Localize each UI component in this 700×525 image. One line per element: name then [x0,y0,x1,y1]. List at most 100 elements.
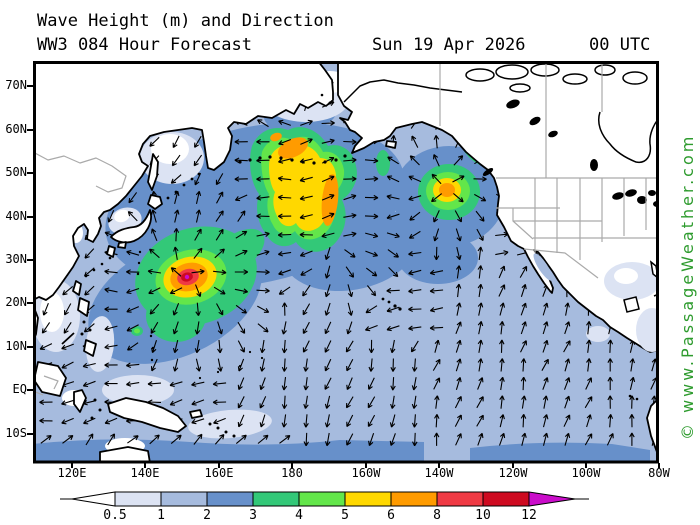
lat-label: 70N [5,78,27,92]
land-north-america [337,63,657,353]
land-new-britain [189,409,203,419]
marginal-sea-region [533,253,553,281]
scale-value-label: 3 [249,508,257,523]
political-borders [35,63,657,396]
land-taiwan [72,280,82,296]
land-honshu [110,209,152,244]
lon-label: 80W [648,466,670,480]
wave-height-region [586,326,610,342]
lat-label: 10S [5,426,27,440]
scale-value-label: 12 [521,508,537,523]
izu-bonin-islands [136,250,142,276]
micronesia-islands [198,350,264,380]
scale-value-label: 8 [433,508,441,523]
wave-height-region [270,132,282,142]
molucca-islands [90,398,102,420]
land-kodiak-island [385,140,397,149]
wave-height-region [188,409,272,439]
mariana-islands [149,334,155,362]
lat-label: 50N [5,165,27,179]
lat-label: EQ [12,382,27,396]
lat-label: 60N [5,122,27,136]
land-australia-north [99,446,151,461]
hawaiian-islands [381,297,402,311]
lat-tick [27,85,33,87]
scale-value-label: 5 [341,508,349,523]
lon-tick [585,463,587,468]
lat-label: 40N [5,209,27,223]
land-asia [35,63,334,301]
philippine-islands [80,320,92,336]
scale-segment [114,491,162,507]
lon-tick [218,463,220,468]
scale-segment [390,491,438,507]
model-run-label: WW3 084 Hour Forecast [37,35,252,55]
scale-below-min-arrow [71,491,116,507]
scale-segment [344,491,392,507]
hudson-bay-outline [598,111,657,164]
lat-label: 30N [5,252,27,266]
scale-value-label: 6 [387,508,395,523]
land-shikoku [117,241,127,249]
alaska-north-coast [343,79,463,103]
marginal-sea-region [636,308,657,352]
forecast-utc-time: 00 UTC [589,35,651,55]
land-new-guinea [107,397,187,433]
lon-tick [512,463,514,468]
lon-tick [365,463,367,468]
lon-label: 120W [498,466,528,480]
land-sakhalin [147,153,159,191]
scale-value-label: 10 [475,508,491,523]
scale-value-label: 4 [295,508,303,523]
forecast-date: Sun 19 Apr 2026 [372,35,526,55]
marginal-seas-overlay [533,253,657,352]
lat-tick [27,129,33,131]
wave-height-region [376,150,390,176]
lon-label: 120E [57,466,87,480]
caribbean-lands [623,260,657,313]
wave-height-region [321,174,339,226]
wave-height-region [184,274,190,280]
lat-tick [27,302,33,304]
lon-tick [438,463,440,468]
land-south-america [646,398,657,455]
scale-segment [298,491,346,507]
map-border [33,61,659,464]
lat-tick [27,346,33,348]
page-title: Wave Height (m) and Direction [37,11,334,31]
scale-segment [436,491,484,507]
scale-segment [206,491,254,507]
marginal-sea-region [614,268,638,284]
vancouver-island [482,167,494,177]
scale-segment [252,491,300,507]
land-sulawesi [73,389,87,413]
lat-tick [27,216,33,218]
scale-segment [160,491,208,507]
land-luzon [77,297,90,317]
lat-tick [27,389,33,391]
aleutian-islands [238,154,347,165]
solomon-islands [208,422,236,438]
land-borneo [35,361,67,397]
lat-tick [27,172,33,174]
wave-height-region [134,328,140,334]
bering-strait-islands [320,93,332,105]
scale-value-label: 1 [157,508,165,523]
lon-tick [291,463,293,468]
lat-tick [27,433,33,435]
kuril-islands [166,172,201,200]
scale-value-label: 0.5 [103,508,127,523]
wave-height-region [439,183,455,197]
lon-label: 160W [351,466,381,480]
ryukyu-islands [84,256,112,278]
wave-height-region [114,209,130,223]
landmass-layer [35,63,657,461]
lon-label: 100W [571,466,601,480]
land-yucatan [623,296,640,313]
wave-height-region [211,228,265,274]
palawan-island [61,332,75,345]
galapagos-islands [628,394,639,401]
scale-segment [482,491,530,507]
wave-height-region [102,375,174,405]
